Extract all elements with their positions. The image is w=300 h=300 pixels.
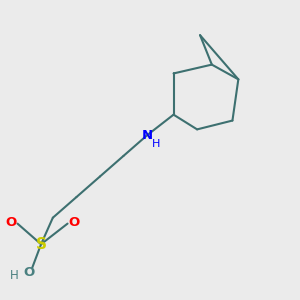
- Text: O: O: [5, 216, 16, 229]
- Text: O: O: [68, 216, 80, 229]
- Text: S: S: [36, 237, 46, 252]
- Text: N: N: [142, 129, 153, 142]
- Text: H: H: [152, 139, 161, 148]
- Text: O: O: [24, 266, 35, 279]
- Text: H: H: [10, 268, 19, 282]
